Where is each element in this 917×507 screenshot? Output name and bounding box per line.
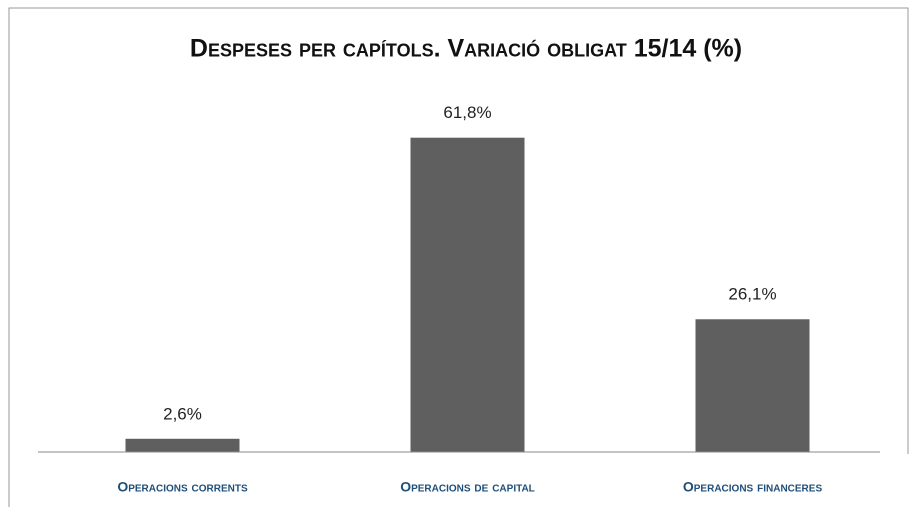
- value-label: 61,8%: [443, 103, 491, 122]
- bar: [410, 137, 525, 452]
- x-tick-label: Operacions financeres: [683, 479, 823, 495]
- bar: [695, 319, 810, 452]
- chart-title: Despeses per capítols. Variació obligat …: [190, 35, 742, 63]
- value-label: 2,6%: [163, 404, 202, 423]
- x-tick-label: Operacions de capital: [400, 479, 535, 495]
- x-tick-label: Operacions corrents: [117, 479, 248, 495]
- chart-frame: [8, 7, 909, 507]
- value-label: 26,1%: [728, 285, 776, 304]
- bar: [125, 438, 240, 452]
